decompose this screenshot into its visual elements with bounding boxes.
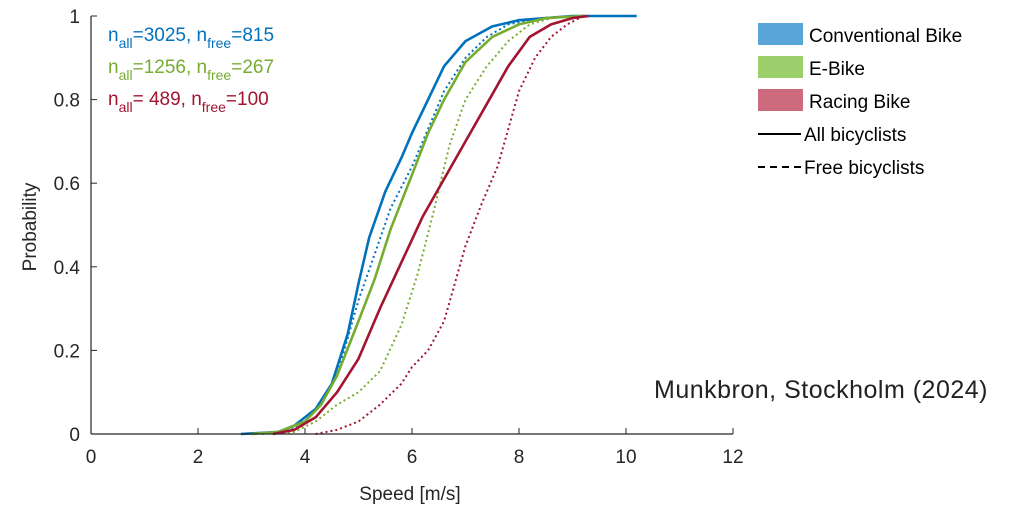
legend-item-4: Free bicyclists [758,158,924,179]
y-tick-label: 0 [69,425,80,446]
legend-item-1: E-Bike [758,56,865,80]
y-tick-label: 1 [69,7,80,28]
x-tick-label: 6 [407,447,418,468]
legend-label: All bicyclists [804,125,906,146]
x-tick-label: 4 [300,447,311,468]
annotation-0: nall=3025, nfree=815 [108,25,274,51]
x-tick-label: 0 [86,447,97,468]
legend-label: E-Bike [809,59,865,80]
legend-label: Conventional Bike [809,26,962,47]
y-axis-label: Probability [20,182,41,271]
series-line-3 [272,15,584,435]
y-tick-label: 0.2 [54,341,80,362]
series-line-2 [251,14,584,436]
location-label: Munkbron, Stockholm (2024) [654,376,988,404]
axes [90,15,734,435]
legend-swatch [758,56,803,78]
series-line-4 [272,14,589,436]
sample-size-annotations: nall=3025, nfree=815 nall=1256, nfree=267… [108,25,274,115]
tick-labels: 0 2 4 6 8 10 12 0 0.2 0.4 0.6 0.8 1 [54,7,744,468]
series-line-5 [315,15,584,435]
legend-item-2: Racing Bike [758,89,910,113]
series-line-1 [262,15,626,435]
y-tick-label: 0.6 [54,174,80,195]
annotation-2: nall= 489, nfree=100 [108,89,269,115]
legend-label: Racing Bike [809,92,910,113]
legend-label: Free bicyclists [804,158,924,179]
x-tick-label: 12 [722,447,743,468]
x-tick-label: 2 [193,447,204,468]
series-layer [240,14,637,436]
legend-swatch [758,89,803,111]
legend-item-0: Conventional Bike [758,23,962,47]
legend: Conventional Bike E-Bike Racing Bike All bi… [758,23,962,179]
y-tick-label: 0.8 [54,91,80,112]
x-tick-label: 8 [514,447,525,468]
x-axis-label: Speed [m/s] [359,484,460,505]
x-tick-label: 10 [615,447,636,468]
legend-item-3: All bicyclists [758,125,906,146]
series-line-0 [240,14,637,436]
annotation-1: nall=1256, nfree=267 [108,57,274,83]
y-tick-label: 0.4 [54,258,81,279]
legend-swatch [758,23,803,45]
